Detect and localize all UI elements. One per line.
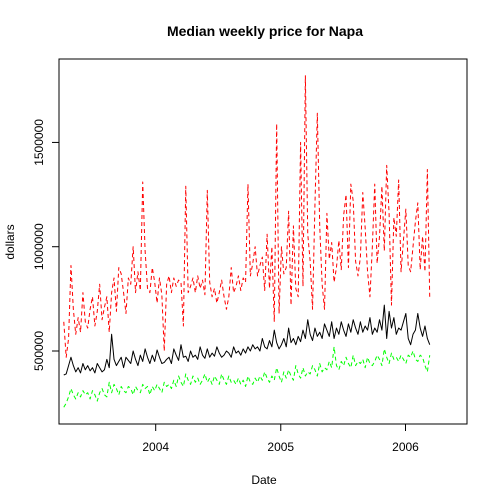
series-layer <box>63 75 431 408</box>
y-axis-label: dollars <box>3 224 17 259</box>
y-tick-label: 1500000 <box>32 119 46 166</box>
y-tick-label: 1000000 <box>32 223 46 270</box>
x-tick-label: 2005 <box>267 440 294 454</box>
x-tick-label: 2006 <box>392 440 419 454</box>
plot-frame <box>58 58 468 425</box>
series-2-line <box>63 75 431 358</box>
x-tick-label: 2004 <box>142 440 169 454</box>
series-3-line <box>63 346 431 408</box>
y-tick-label: 500000 <box>32 331 46 371</box>
series-1-line <box>63 304 431 376</box>
x-axis: 2004 2005 2006 <box>142 423 419 454</box>
y-axis: 500000 1000000 1500000 <box>32 119 60 371</box>
chart-title: Median weekly price for Napa <box>167 23 363 39</box>
x-axis-label: Date <box>251 473 277 487</box>
